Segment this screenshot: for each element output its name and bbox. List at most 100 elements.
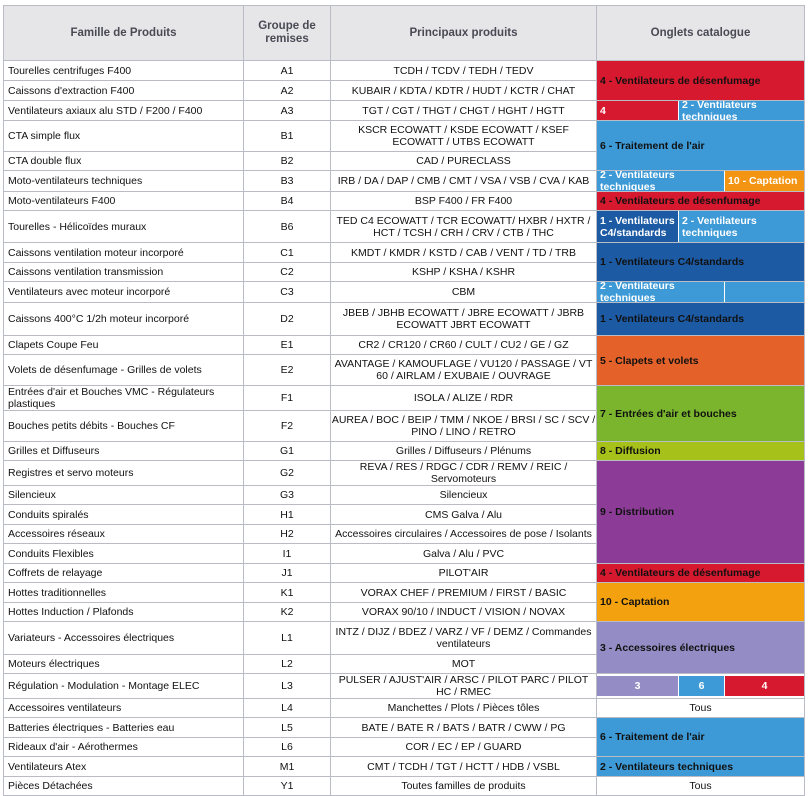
table-row: Coffrets de relayage J1 PILOT'AIR 4 - Ve…: [3, 563, 805, 583]
table-row: Registres et servo moteurs G2 REVA / RES…: [3, 460, 805, 564]
onglet-cell: 10 - Captation: [596, 582, 805, 622]
table-row: Grilles et Diffuseurs G1 Grilles / Diffu…: [3, 441, 805, 461]
onglet-cell: 6 - Traitement de l'air: [596, 120, 805, 171]
produits-cell: CMS Galva / Alu: [330, 504, 597, 525]
onglet-cell: Tous: [596, 698, 805, 718]
produits-cell: VORAX 90/10 / INDUCT / VISION / NOVAX: [330, 602, 597, 622]
groupe-cell: H2: [243, 524, 331, 544]
groupe-cell: J1: [243, 563, 331, 583]
header-produits: Principaux produits: [330, 5, 597, 61]
table-row: Accessoires ventilateurs L4 Manchettes /…: [3, 698, 805, 718]
famille-cell: Accessoires réseaux: [3, 524, 244, 544]
produits-cell: TED C4 ECOWATT / TCR ECOWATT/ HXBR / HXT…: [330, 210, 597, 243]
onglet-cell-split: 2 - Ventilateurs techniques 10 - Captati…: [596, 170, 805, 192]
groupe-cell: F2: [243, 410, 331, 442]
groupe-cell: D2: [243, 302, 331, 336]
onglet-segment: 3: [597, 676, 679, 696]
onglet-cell: 7 - Entrées d'air et bouches: [596, 385, 805, 442]
table-row: Moto-ventilateurs techniques B3 IRB / DA…: [3, 170, 805, 192]
famille-cell: Caissons d'extraction F400: [3, 80, 244, 101]
groupe-cell: E1: [243, 335, 331, 355]
famille-cell: Silencieux: [3, 485, 244, 505]
table-row: Caissons ventilation moteur incorporé C1…: [3, 242, 805, 282]
produits-cell: KSHP / KSHA / KSHR: [330, 262, 597, 282]
table-row: Tourelles - Hélicoïdes muraux B6 TED C4 …: [3, 210, 805, 243]
table-row: Conduits spiralés H1 CMS Galva / Alu: [3, 504, 805, 525]
famille-cell: Clapets Coupe Feu: [3, 335, 244, 355]
famille-cell: Moto-ventilateurs F400: [3, 191, 244, 211]
famille-cell: Moto-ventilateurs techniques: [3, 170, 244, 192]
produits-cell: INTZ / DIJZ / BDEZ / VARZ / VF / DEMZ / …: [330, 621, 597, 655]
famille-cell: Ventilateurs axiaux alu STD / F200 / F40…: [3, 100, 244, 121]
table-row: Moteurs électriques L2 MOT: [3, 654, 805, 674]
onglet-cell-split: 4 2 - Ventilateurs techniques: [596, 100, 805, 121]
famille-cell: Ventilateurs Atex: [3, 756, 244, 777]
produits-cell: Accessoires circulaires / Accessoires de…: [330, 524, 597, 544]
groupe-cell: L3: [243, 673, 331, 699]
table-row: Ventilateurs axiaux alu STD / F200 / F40…: [3, 100, 805, 121]
catalogue-table: Famille de Produits Groupe de remises Pri…: [3, 5, 805, 796]
table-row: Ventilateurs Atex M1 CMT / TCDH / TGT / …: [3, 756, 805, 777]
onglet-cell-split: 3 6 4: [596, 673, 805, 699]
produits-cell: Grilles / Diffuseurs / Plénums: [330, 441, 597, 461]
famille-cell: Rideaux d'air - Aérothermes: [3, 737, 244, 757]
onglet-cell: 3 - Accessoires électriques: [596, 621, 805, 674]
onglet-cell: 1 - Ventilateurs C4/standards: [596, 242, 805, 282]
groupe-cell: A2: [243, 80, 331, 101]
famille-cell: Entrées d'air et Bouches VMC - Régulateu…: [3, 385, 244, 411]
onglet-cell-split: 1 - Ventilateurs C4/standards 2 - Ventil…: [596, 210, 805, 243]
onglet-segment: 2 - Ventilateurs techniques: [597, 171, 725, 191]
produits-cell: VORAX CHEF / PREMIUM / FIRST / BASIC: [330, 582, 597, 603]
groupe-cell: M1: [243, 756, 331, 777]
groupe-cell: I1: [243, 543, 331, 564]
header-famille: Famille de Produits: [3, 5, 244, 61]
onglet-cell: 2 - Ventilateurs techniques: [596, 756, 805, 777]
groupe-cell: K1: [243, 582, 331, 603]
famille-cell: Volets de désenfumage - Grilles de volet…: [3, 354, 244, 386]
onglet-cell: 5 - Clapets et volets: [596, 335, 805, 386]
produits-cell: CBM: [330, 281, 597, 303]
header-groupe: Groupe de remises: [243, 5, 331, 61]
header-groupe-line1: Groupe de: [258, 20, 316, 32]
onglet-cell: 8 - Diffusion: [596, 441, 805, 461]
groupe-cell: C1: [243, 242, 331, 263]
produits-cell: TGT / CGT / THGT / CHGT / HGHT / HGTT: [330, 100, 597, 121]
produits-cell: KSCR ECOWATT / KSDE ECOWATT / KSEF ECOWA…: [330, 120, 597, 152]
famille-cell: Grilles et Diffuseurs: [3, 441, 244, 461]
produits-cell: ISOLA / ALIZE / RDR: [330, 385, 597, 411]
table-row: Ventilateurs avec moteur incorporé C3 CB…: [3, 281, 805, 303]
famille-cell: Régulation - Modulation - Montage ELEC: [3, 673, 244, 699]
table-row: CTA double flux B2 CAD / PURECLASS: [3, 151, 805, 171]
onglet-segment: 4: [725, 676, 804, 696]
groupe-cell: G2: [243, 460, 331, 486]
table-row: Hottes traditionnelles K1 VORAX CHEF / P…: [3, 582, 805, 622]
table-row: Entrées d'air et Bouches VMC - Régulateu…: [3, 385, 805, 442]
produits-cell: Manchettes / Plots / Pièces tôles: [330, 698, 597, 718]
groupe-cell: C2: [243, 262, 331, 282]
famille-cell: Tourelles - Hélicoïdes muraux: [3, 210, 244, 243]
table-row: Batteries électriques - Batteries eau L5…: [3, 717, 805, 757]
table-row: Conduits Flexibles I1 Galva / Alu / PVC: [3, 543, 805, 564]
produits-cell: COR / EC / EP / GUARD: [330, 737, 597, 757]
onglet-cell: 4 - Ventilateurs de désenfumage: [596, 191, 805, 211]
table-row: Régulation - Modulation - Montage ELEC L…: [3, 673, 805, 699]
famille-cell: Caissons ventilation transmission: [3, 262, 244, 282]
famille-cell: Conduits Flexibles: [3, 543, 244, 564]
header-row: Famille de Produits Groupe de remises Pri…: [3, 5, 805, 61]
groupe-cell: B1: [243, 120, 331, 152]
table-row: Hottes Induction / Plafonds K2 VORAX 90/…: [3, 602, 805, 622]
onglet-cell: 4 - Ventilateurs de désenfumage: [596, 563, 805, 583]
onglet-segment: 1 - Ventilateurs C4/standards: [597, 211, 679, 242]
table-row: Moto-ventilateurs F400 B4 BSP F400 / FR …: [3, 191, 805, 211]
groupe-cell: C3: [243, 281, 331, 303]
produits-cell: REVA / RES / RDGC / CDR / REMV / REIC / …: [330, 460, 597, 486]
groupe-cell: L2: [243, 654, 331, 674]
onglet-segment-blank: [725, 282, 804, 302]
onglet-segment: 2 - Ventilateurs techniques: [679, 211, 804, 242]
produits-cell: CR2 / CR120 / CR60 / CULT / CU2 / GE / G…: [330, 335, 597, 355]
onglet-segment: 10 - Captation: [725, 171, 804, 191]
onglet-segment: 6: [679, 676, 725, 696]
table-row: Clapets Coupe Feu E1 CR2 / CR120 / CR60 …: [3, 335, 805, 386]
produits-cell: MOT: [330, 654, 597, 674]
famille-cell: CTA double flux: [3, 151, 244, 171]
